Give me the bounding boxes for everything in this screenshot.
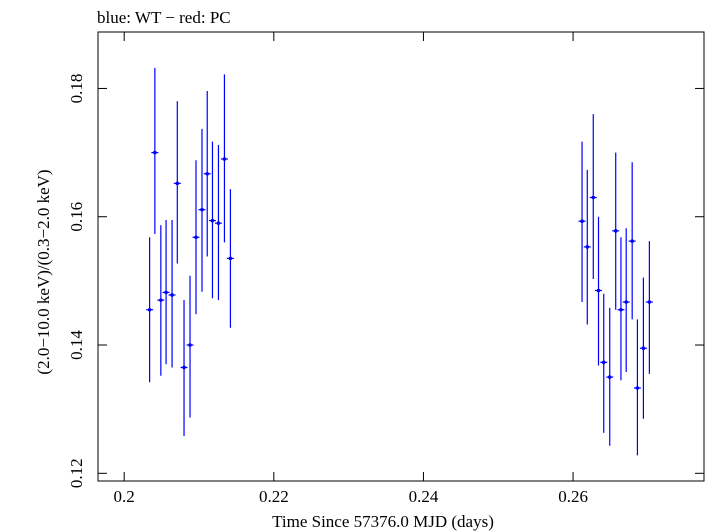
data-point [162, 219, 170, 365]
point-marker [585, 245, 590, 249]
point-marker [601, 360, 606, 365]
data-point [208, 141, 216, 299]
point-marker [630, 239, 634, 243]
y-axis-label: (2.0−10.0 keV)/(0.3−2.0 keV) [34, 169, 53, 374]
data-point [186, 275, 194, 418]
data-point [173, 101, 181, 264]
data-point [617, 237, 625, 381]
x-tick-label: 0.2 [114, 487, 135, 506]
data-point [595, 216, 603, 366]
point-marker [222, 157, 227, 161]
x-tick-label: 0.22 [259, 487, 289, 506]
data-point [198, 128, 206, 292]
data-point [180, 300, 188, 437]
point-marker [647, 300, 652, 304]
point-marker [159, 298, 163, 302]
y-tick-label: 0.12 [67, 458, 86, 488]
point-marker [182, 365, 186, 370]
x-axis-label: Time Since 57376.0 MJD (days) [272, 512, 494, 531]
axis-ticks [98, 32, 704, 481]
data-point [220, 74, 228, 243]
data-point [151, 67, 159, 235]
data-point [628, 162, 636, 320]
point-marker [216, 221, 221, 225]
data-point [622, 228, 630, 372]
data-point [203, 91, 211, 257]
point-marker [635, 386, 640, 390]
data-point [192, 160, 200, 315]
y-tick-label: 0.18 [67, 74, 86, 104]
data-point [633, 319, 641, 456]
point-marker [164, 290, 168, 295]
point-marker [175, 181, 180, 186]
data-point [157, 225, 165, 376]
data-point [214, 144, 222, 301]
y-tick-label: 0.16 [67, 202, 86, 232]
data-points [146, 67, 653, 456]
point-marker [641, 346, 646, 351]
point-marker [200, 207, 204, 212]
point-marker [153, 150, 157, 155]
axis-tick-labels: 0.2 0.22 0.24 0.26 0.12 0.14 0.16 0.18 [67, 74, 588, 506]
point-marker [205, 171, 210, 176]
data-point [589, 114, 597, 279]
data-point [168, 219, 176, 368]
data-point [645, 241, 653, 374]
point-marker [596, 288, 601, 293]
data-point [146, 237, 154, 383]
data-point [583, 169, 591, 325]
data-point [578, 141, 586, 303]
y-tick-label: 0.14 [67, 330, 86, 360]
point-marker [619, 307, 623, 312]
point-marker [194, 235, 198, 240]
data-point [606, 307, 614, 446]
point-marker [170, 293, 174, 297]
point-marker [613, 229, 618, 233]
point-marker [228, 256, 233, 261]
point-marker [188, 343, 192, 347]
point-marker [607, 375, 612, 379]
data-point [612, 152, 620, 310]
chart-title: blue: WT − red: PC [97, 8, 231, 27]
x-tick-label: 0.26 [558, 487, 588, 506]
point-marker [591, 195, 596, 200]
plot-frame [97, 31, 705, 482]
point-marker [624, 300, 628, 304]
data-point [639, 277, 647, 419]
point-marker [147, 307, 152, 312]
x-tick-label: 0.24 [409, 487, 439, 506]
point-marker [580, 219, 584, 224]
point-marker [210, 218, 215, 223]
data-point [226, 189, 234, 328]
data-point [600, 293, 608, 433]
